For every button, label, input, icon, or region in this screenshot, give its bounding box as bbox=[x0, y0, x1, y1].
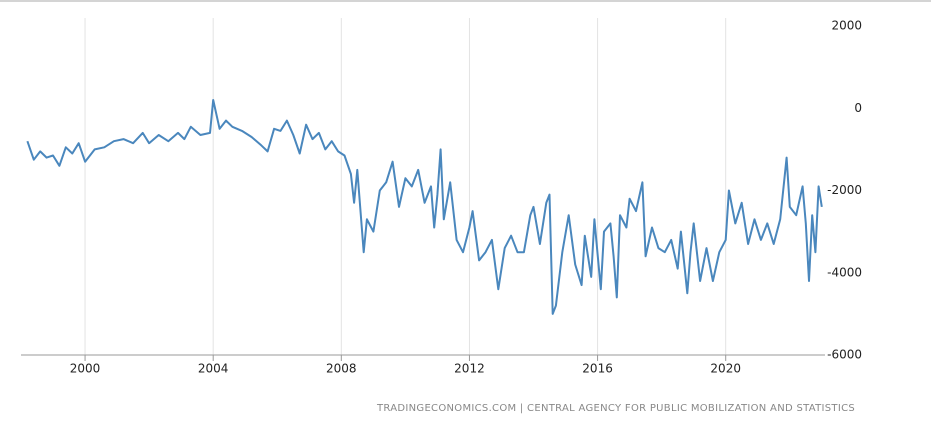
source: TRADINGECONOMICS.COM | CENTRAL AGENCY FO… bbox=[376, 403, 855, 414]
y-tick-label: -2000 bbox=[827, 183, 862, 197]
x-tick-label: 2000 bbox=[70, 362, 101, 376]
y-tick-label: -6000 bbox=[827, 348, 862, 362]
data-line bbox=[26, 99, 823, 315]
x-tick-label: 2012 bbox=[454, 362, 485, 376]
x-tick-label: 2020 bbox=[710, 362, 741, 376]
y-tick-label: 2000 bbox=[831, 19, 862, 33]
y-tick-label: -4000 bbox=[827, 265, 862, 279]
x-tick-label: 2008 bbox=[326, 362, 357, 376]
x-tick-label: 2004 bbox=[198, 362, 229, 376]
y-tick-label: 0 bbox=[854, 101, 862, 115]
x-tick-label: 2016 bbox=[582, 362, 613, 376]
